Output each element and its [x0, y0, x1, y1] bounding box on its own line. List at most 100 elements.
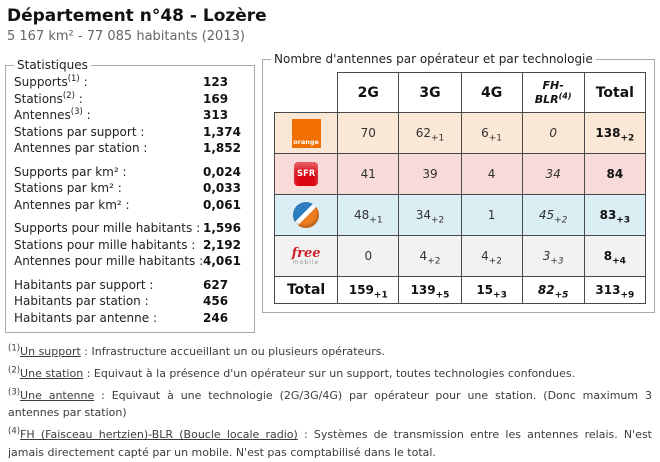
cell-free-3g: 4+2 [398, 235, 462, 277]
stat-value: 0,033 [203, 181, 241, 195]
stat-row: Stations par support : 1,374 [14, 124, 246, 141]
stat-label: Antennes(3) : [14, 107, 91, 122]
stat-row: Stations(2) : 169 [14, 91, 246, 108]
stat-value: 1,852 [203, 141, 241, 155]
cell-orange-2g: 70 [337, 112, 400, 154]
footnote-term-support[interactable]: Un support [20, 345, 81, 358]
footnote-term-antenne[interactable]: Une antenne [20, 388, 95, 402]
cell-bouygues-2g: 48+1 [337, 194, 400, 236]
stat-label: Antennes par station : [14, 141, 148, 155]
cell-orange-4g: 6+1 [460, 112, 523, 154]
table-row-free: free mobile 0 4+2 4+2 3+3 8+4 [273, 235, 647, 277]
operator-cell-sfr: SFR [273, 153, 339, 195]
stat-row: Habitants par support : 627 [14, 277, 246, 294]
cell-total-fh: 82+5 [521, 276, 585, 304]
cell-sfr-4g: 4 [460, 153, 523, 195]
cell-sfr-fh: 34 [521, 153, 585, 195]
stat-row: Stations pour mille habitants : 2,192 [14, 237, 246, 254]
stat-value: 456 [203, 294, 229, 308]
stat-label: Stations par km² : [14, 181, 122, 195]
cell-bouygues-4g: 1 [460, 194, 523, 236]
stats-legend: Statistiques [17, 58, 88, 72]
stat-value: 313 [203, 108, 229, 122]
stat-value: 246 [203, 310, 229, 325]
table-row-bouygues: 48+1 34+2 1 45+2 83+3 [273, 194, 647, 236]
stat-label: Stations(2) : [14, 90, 83, 106]
free-mobile-logo: free mobile [291, 245, 321, 266]
cell-bouygues-total: 83+3 [583, 194, 647, 236]
cell-bouygues-fh: 45+2 [521, 194, 585, 236]
cell-sfr-3g: 39 [398, 153, 462, 195]
orange-logo: orange [291, 118, 321, 148]
cell-free-4g: 4+2 [460, 235, 523, 277]
bouygues-telecom-logo [293, 202, 320, 228]
footnote-4: (4)FH (Faisceau hertzien)-BLR (Boucle lo… [8, 426, 652, 460]
total-row-label: Total [273, 276, 339, 304]
cell-bouygues-3g: 34+2 [398, 194, 462, 236]
operator-cell-orange: orange [273, 112, 339, 154]
stat-row: Antennes par km² : 0,061 [14, 197, 246, 214]
stat-label: Supports pour mille habitants : [14, 221, 201, 235]
footnotes: (1)Un support : Infrastructure accueilla… [8, 343, 652, 462]
column-header-fh-blr: FH- BLR(4) [521, 72, 585, 113]
table-row-orange: orange 70 62+1 6+1 0 138+2 [273, 112, 647, 154]
stat-label: Supports par km² : [14, 164, 127, 179]
stat-row: Supports pour mille habitants : 1,596 [14, 220, 246, 237]
footnote-3: (3)Une antenne : Equivaut à une technolo… [8, 386, 652, 420]
stat-value: 1,596 [203, 221, 241, 235]
stat-row: Supports par km² : 0,024 [14, 164, 246, 181]
stat-value: 4,061 [203, 254, 241, 268]
footnote-term-station[interactable]: Une station [20, 366, 84, 380]
column-header-total: Total [583, 72, 647, 113]
table-header-row: 2G 3G 4G FH- BLR(4) Total [275, 72, 647, 113]
footnote-1: (1)Un support : Infrastructure accueilla… [8, 343, 386, 358]
stat-row: Habitants par antenne : 246 [14, 310, 246, 327]
table-row-sfr: SFR 41 39 4 34 84 [273, 153, 647, 195]
stat-row: Antennes pour mille habitants : 4,061 [14, 253, 246, 270]
stat-row: Supports(1) : 123 [14, 74, 246, 91]
stat-value: 169 [203, 91, 229, 106]
cell-free-total: 8+4 [583, 235, 647, 277]
page-title: Département n°48 - Lozère [7, 6, 267, 26]
column-header-2g: 2G [337, 72, 400, 113]
cell-sfr-total: 84 [583, 153, 647, 195]
stat-label: Antennes par km² : [14, 197, 130, 212]
table-row-total: Total 159+1 139+5 15+3 82+5 313+9 [273, 276, 647, 304]
cell-total-4g: 15+3 [460, 276, 523, 304]
stat-label: Habitants par support : [14, 277, 154, 292]
column-header-3g: 3G [398, 72, 462, 113]
cell-free-2g: 0 [337, 235, 400, 277]
stat-value: 627 [203, 277, 229, 292]
cell-sfr-2g: 41 [337, 153, 400, 195]
column-header-4g: 4G [460, 72, 523, 113]
stat-value: 2,192 [203, 237, 241, 252]
stat-label: Supports(1) : [14, 74, 88, 89]
antennas-panel: Nombre d'antennes par opérateur et par t… [262, 52, 655, 313]
stat-label: Antennes pour mille habitants : [14, 254, 204, 268]
stat-label: Habitants par antenne : [14, 310, 157, 325]
page-subtitle: 5 167 km² - 77 085 habitants (2013) [7, 29, 245, 44]
cell-total-3g: 139+5 [398, 276, 462, 304]
stat-value: 1,374 [203, 124, 241, 139]
stat-row: Antennes(3) : 313 [14, 107, 246, 124]
sfr-logo: SFR [294, 162, 319, 186]
cell-total-2g: 159+1 [337, 276, 400, 304]
cell-orange-total: 138+2 [583, 112, 647, 154]
operator-cell-bouygues [273, 194, 339, 236]
stat-row: Stations par km² : 0,033 [14, 180, 246, 197]
stat-value: 0,061 [203, 197, 241, 212]
stat-label: Stations par support : [14, 124, 145, 139]
antennas-legend: Nombre d'antennes par opérateur et par t… [274, 52, 593, 66]
footnote-term-fh-blr[interactable]: FH (Faisceau hertzien)-BLR (Boucle local… [20, 428, 298, 442]
stat-row: Antennes par station : 1,852 [14, 140, 246, 157]
operator-cell-free: free mobile [273, 235, 339, 277]
footnote-2: (2)Une station : Equivaut à la présence … [8, 365, 576, 380]
table-corner-cell [275, 73, 338, 113]
stat-row: Habitants par station : 456 [14, 293, 246, 310]
cell-orange-3g: 62+1 [398, 112, 462, 154]
cell-free-fh: 3+3 [521, 235, 585, 277]
cell-orange-fh: 0 [521, 112, 585, 154]
stat-value: 123 [203, 75, 229, 89]
stat-label: Habitants par station : [14, 294, 149, 308]
